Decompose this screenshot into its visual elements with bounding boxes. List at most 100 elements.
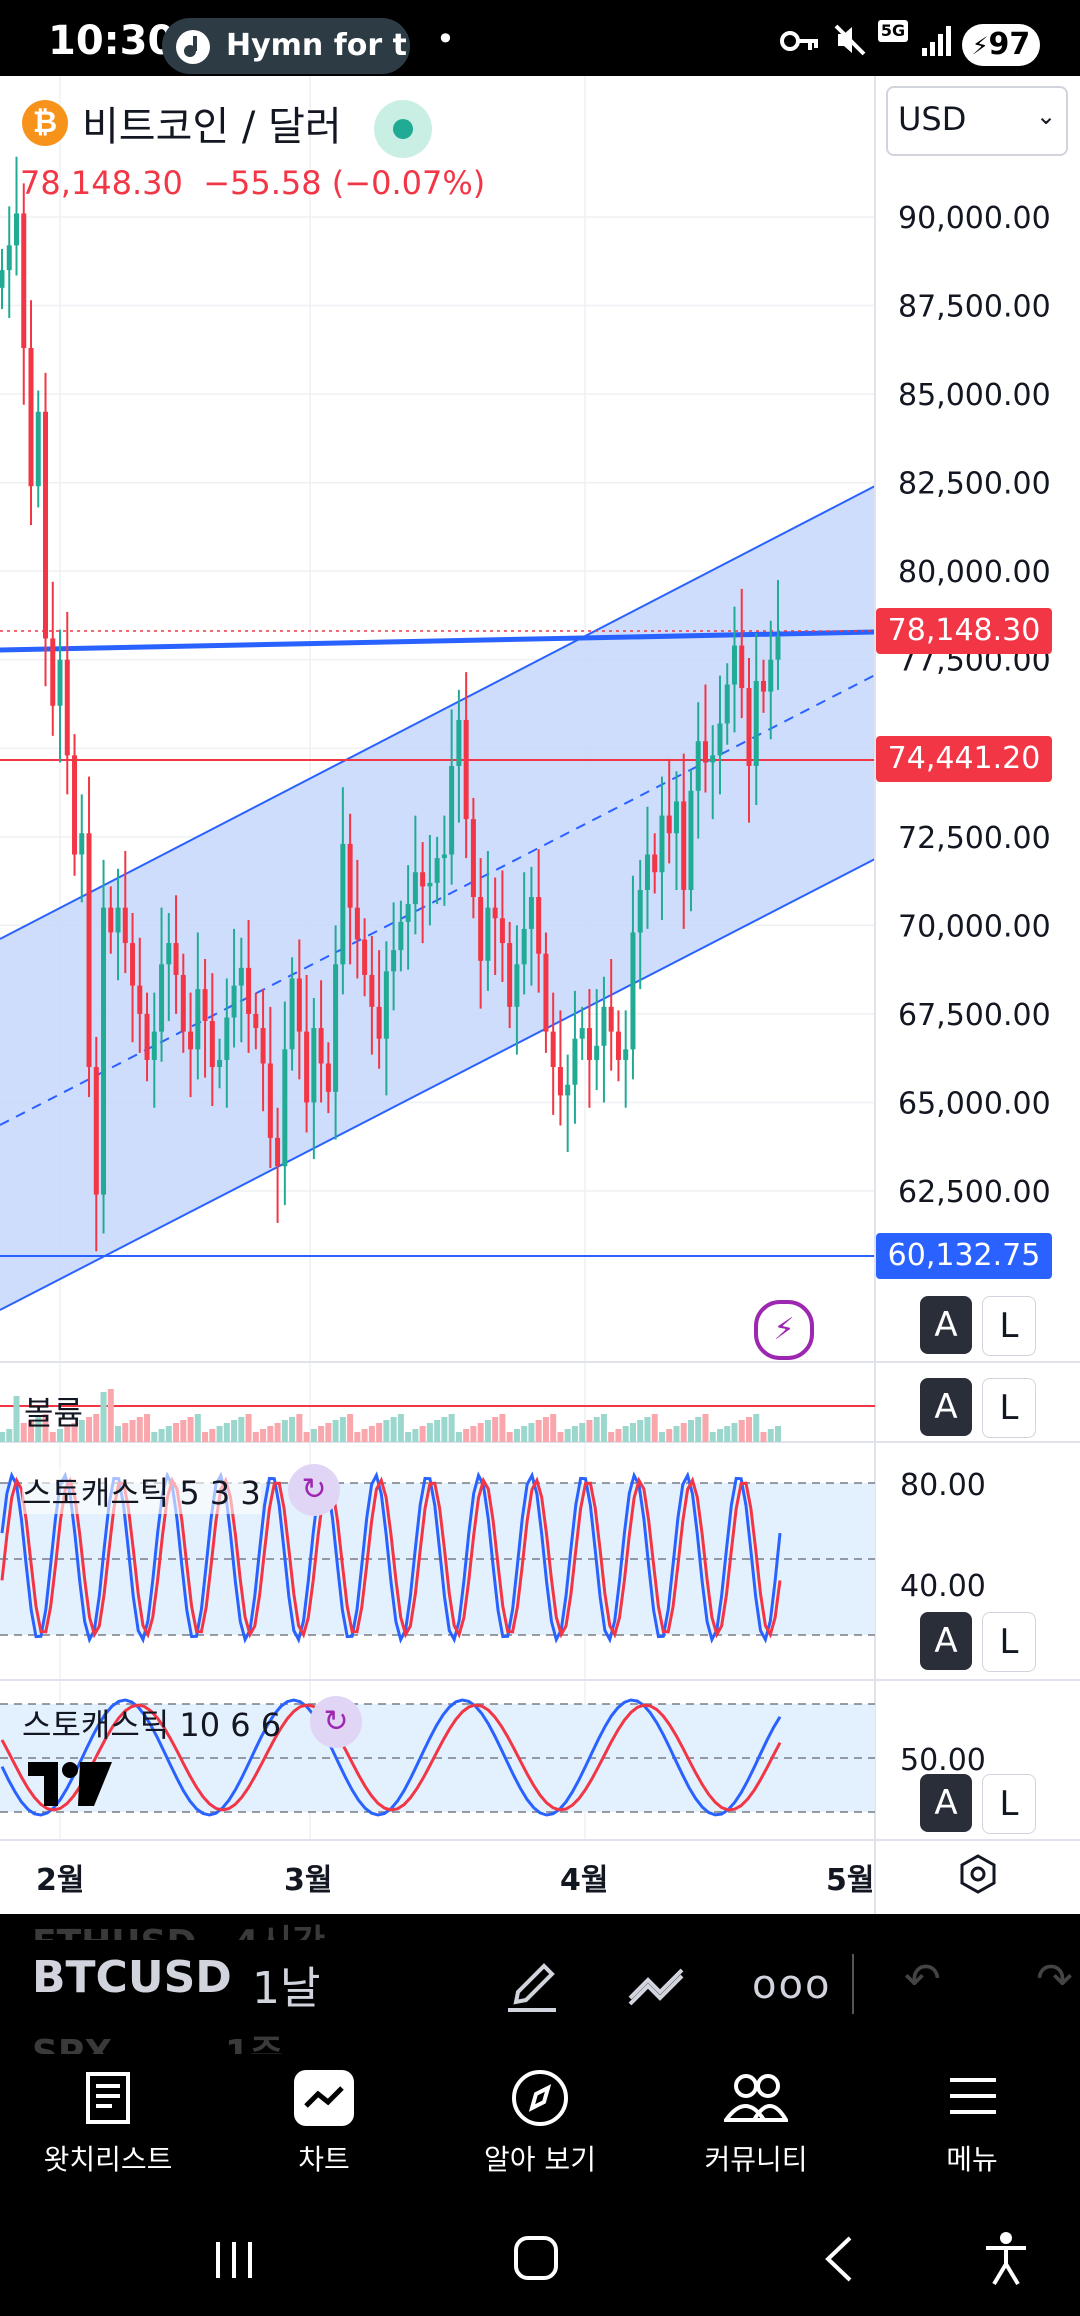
volume-bar [368, 1426, 375, 1442]
time-axis[interactable]: 2월 3월 4월 5월 [36, 1863, 874, 1898]
more-icon[interactable]: ooo [752, 1962, 832, 2008]
candle-body [130, 943, 136, 986]
candle-body [579, 1028, 585, 1039]
undo-icon[interactable]: ↶ [904, 1954, 941, 2005]
y-tick-label: 87,500.00 [898, 290, 1051, 325]
candle-body [710, 755, 716, 763]
volume-bar [426, 1423, 433, 1442]
y-tick-label: 67,500.00 [898, 998, 1051, 1033]
status-bar: 10:30 Hymn for t • 5G ⚡97 [0, 0, 1080, 76]
volume-bar [42, 1414, 49, 1442]
stoch1-log-button[interactable]: L [982, 1612, 1036, 1672]
refresh-icon[interactable]: ↻ [288, 1464, 340, 1516]
network-type-badge: 5G [878, 20, 908, 42]
candle-body [369, 974, 375, 1007]
watchlist-icon [86, 2072, 130, 2124]
candle-body [456, 719, 462, 766]
volume-bar [339, 1417, 346, 1442]
candle-body [253, 1013, 259, 1029]
trendline-thick[interactable] [0, 629, 876, 653]
chart-toolbar: ETHUSD 4시간 BTCUSD 1날 SPX 1주 ooo ↶ ↷ [0, 1914, 1080, 2054]
chart-area[interactable]: 90,000.00 87,500.00 85,000.00 82,500.00 80,0… [0, 76, 1080, 1914]
nav-explore[interactable]: 알아 보기 [432, 2054, 648, 2204]
candle-body [224, 1017, 230, 1060]
volume-bar [0, 1432, 5, 1442]
nav-chart[interactable]: 차트 [216, 2054, 432, 2204]
price-axis[interactable]: 90,000.00 87,500.00 85,000.00 82,500.00 80,0… [898, 201, 1051, 1210]
volume-bars [0, 1389, 781, 1442]
pen-icon[interactable] [504, 1958, 560, 2014]
stoch1-label[interactable]: 스토캐스틱 5 3 3 [22, 1468, 261, 1514]
x-tick-mar: 3월 [284, 1863, 332, 1898]
recent-apps-icon[interactable] [212, 2238, 256, 2282]
media-notification-pill[interactable]: Hymn for t [162, 18, 410, 74]
volume-bar [405, 1432, 412, 1442]
volume-bar [753, 1414, 760, 1442]
stoch1-auto-button[interactable]: A [920, 1612, 972, 1670]
back-icon[interactable] [820, 2234, 860, 2284]
symbol-picker-current[interactable]: BTCUSD [32, 1952, 232, 2003]
accessibility-icon[interactable] [984, 2230, 1028, 2286]
volume-bar [695, 1417, 702, 1442]
stoch2-log-button[interactable]: L [982, 1774, 1036, 1834]
candle-body [768, 659, 774, 692]
price-change-line: 78,148.30 −55.58 (−0.07%) [20, 164, 486, 202]
symbol-picker-prev[interactable]: ETHUSD 4시간 [32, 1914, 325, 1940]
candle-body [0, 270, 5, 288]
symbol-picker-next[interactable]: SPX 1주 [32, 2033, 284, 2054]
volume-bar [347, 1414, 354, 1442]
y-tick-label: 65,000.00 [898, 1086, 1051, 1121]
volume-bar [441, 1417, 448, 1442]
candle-body [209, 1020, 215, 1068]
volume-bar [173, 1423, 180, 1442]
volume-bar [687, 1420, 694, 1442]
volume-bar [506, 1432, 513, 1442]
volume-bar [477, 1423, 484, 1442]
candle-body [144, 1013, 150, 1060]
price-chart[interactable]: 90,000.00 87,500.00 85,000.00 82,500.00 80,0… [0, 76, 1080, 1914]
volume-log-button[interactable]: L [982, 1378, 1036, 1438]
candle-body [304, 1031, 310, 1103]
candle-body [514, 964, 520, 1007]
volume-bar [521, 1426, 528, 1442]
channel-upper-line[interactable] [0, 485, 876, 940]
volume-bar [499, 1414, 506, 1442]
interval-picker-current[interactable]: 1날 [252, 1963, 321, 2014]
volume-bar [122, 1423, 129, 1442]
auto-scale-button[interactable]: A [920, 1296, 972, 1354]
market-status-icon[interactable] [374, 100, 432, 158]
bottom-navigation: 왓치리스트 차트 알아 보기 커뮤니티 메뉴 [0, 2054, 1080, 2204]
media-title: Hymn for t [226, 28, 406, 63]
candle-body [746, 688, 752, 766]
nav-watchlist[interactable]: 왓치리스트 [0, 2054, 216, 2204]
volume-bar [731, 1423, 738, 1442]
redo-icon[interactable]: ↷ [1036, 1954, 1073, 2005]
x-tick-feb: 2월 [36, 1863, 84, 1898]
stoch2-label[interactable]: 스토캐스틱 10 6 6 [22, 1706, 282, 1744]
volume-auto-button[interactable]: A [920, 1378, 972, 1436]
lightning-icon[interactable]: ⚡ [754, 1300, 814, 1360]
home-icon[interactable] [512, 2234, 560, 2282]
candle-body [101, 907, 107, 1195]
nav-menu[interactable]: 메뉴 [864, 2054, 1080, 2204]
y-tick-label: 90,000.00 [898, 201, 1051, 236]
candle-body [652, 854, 658, 873]
mute-vibrate-icon [834, 24, 866, 56]
nav-community[interactable]: 커뮤니티 [648, 2054, 864, 2204]
currency-select[interactable]: USD ⌄ [886, 86, 1068, 156]
volume-bar [608, 1432, 615, 1442]
candle-body [86, 833, 92, 1068]
symbol-title[interactable]: 비트코인 / 달러 [82, 104, 342, 150]
stoch1-k-line [0, 1471, 782, 1644]
nav-label-chart: 차트 [298, 2143, 350, 2176]
candle-body [695, 741, 701, 791]
volume-bar [593, 1417, 600, 1442]
refresh-icon[interactable]: ↻ [310, 1696, 362, 1748]
channel-lower-line[interactable] [0, 858, 876, 1311]
stoch2-auto-button[interactable]: A [920, 1774, 972, 1832]
volume-label[interactable]: 볼륨 [24, 1394, 83, 1432]
log-scale-button[interactable]: L [982, 1296, 1036, 1356]
trend-tools-icon[interactable] [626, 1964, 686, 2008]
volume-bar [463, 1429, 470, 1442]
settings-hexagon-icon[interactable] [956, 1852, 1000, 1896]
